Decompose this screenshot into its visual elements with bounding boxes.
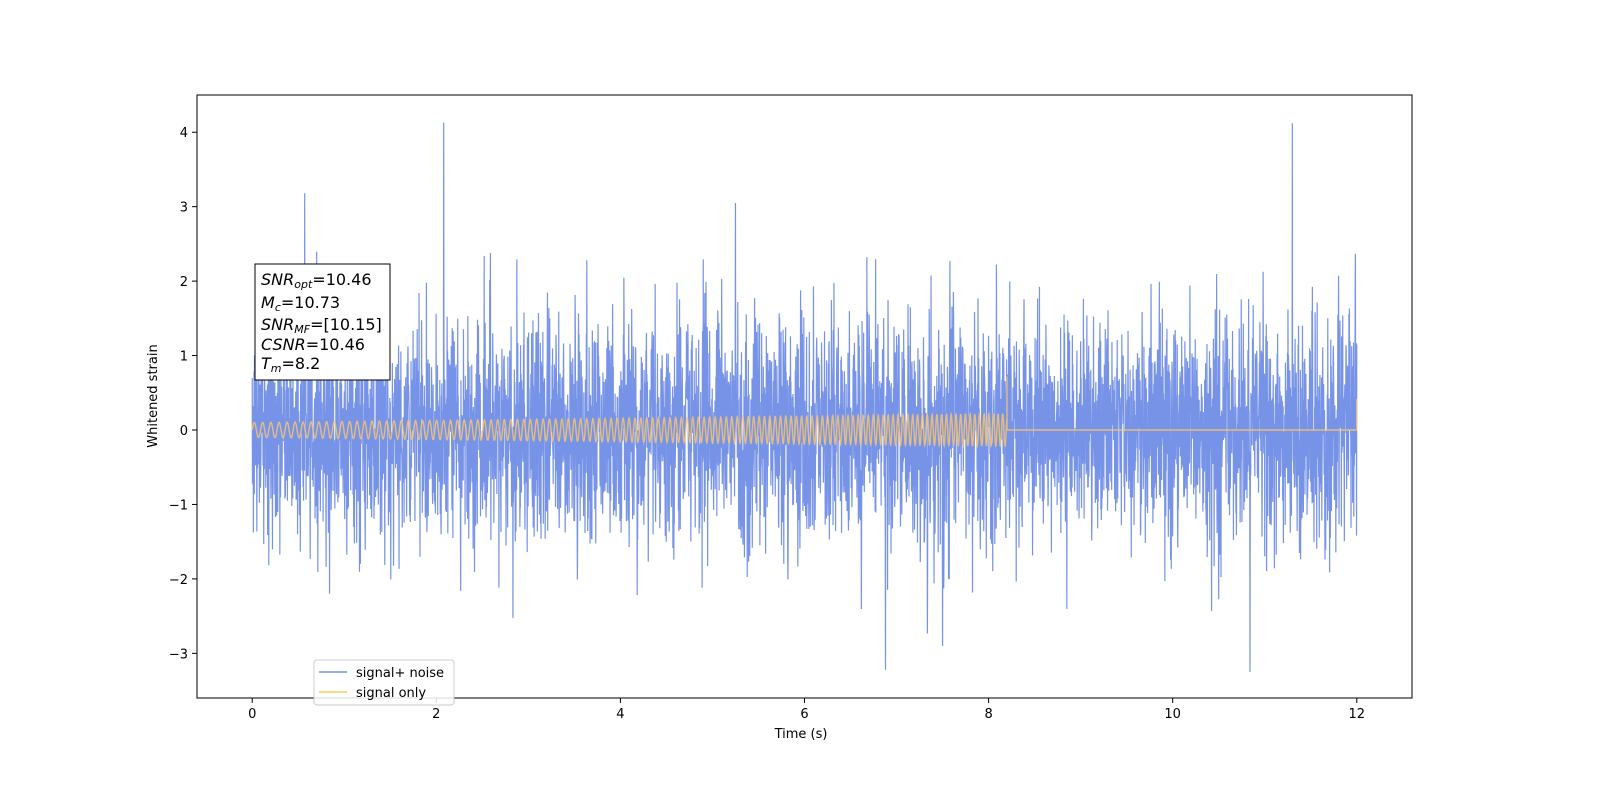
x-axis: 0 2 4 6 8 10 12 <box>248 698 1365 722</box>
series-line-signal-only <box>251 376 1358 449</box>
annotation-box: SNRopt=10.46 Mc=10.73 SNRMF=[10.15] CSNR… <box>254 263 391 381</box>
x-tick-label: 10 <box>1164 707 1181 722</box>
x-tick-label: 2 <box>432 707 440 722</box>
y-tick-label: 1 <box>180 350 188 365</box>
y-tick-label: 3 <box>180 201 188 216</box>
y-tick-label: 4 <box>180 126 188 141</box>
x-tick-label: 8 <box>984 707 992 722</box>
y-tick-label: −1 <box>169 498 188 513</box>
annotation-snr-mf: SNRMF=[10.15] <box>261 315 382 336</box>
annotation-csnr: CSNR=10.46 <box>261 335 365 354</box>
series-line-signal-plus-noise <box>251 122 1358 672</box>
y-tick-label: 0 <box>180 424 188 439</box>
signal-series <box>251 376 1358 449</box>
x-axis-label: Time (s) <box>774 727 828 742</box>
x-tick-label: 6 <box>800 707 808 722</box>
x-tick-label: 12 <box>1348 707 1365 722</box>
annotation-frame <box>254 263 391 381</box>
y-tick-label: 2 <box>180 275 188 290</box>
legend-label-signal-plus-noise: signal+ noise <box>356 666 444 681</box>
y-tick-label: −2 <box>169 573 188 588</box>
y-tick-label: −3 <box>169 647 188 662</box>
annotation-tm: Tm=8.2 <box>261 354 320 375</box>
y-axis-label: Whitened strain <box>146 344 161 447</box>
plot-area <box>197 95 1412 698</box>
legend: signal+ noise signal only <box>313 659 455 706</box>
legend-label-signal-only: signal only <box>356 686 426 701</box>
noise-series <box>251 122 1358 672</box>
annotation-snr-opt: SNRopt=10.46 <box>261 270 372 291</box>
x-tick-label: 4 <box>616 707 624 722</box>
annotation-mc: Mc=10.73 <box>261 293 340 314</box>
x-tick-label: 0 <box>248 707 256 722</box>
legend-frame <box>313 659 455 706</box>
y-axis: −3 −2 −1 0 1 2 3 4 <box>169 126 197 662</box>
